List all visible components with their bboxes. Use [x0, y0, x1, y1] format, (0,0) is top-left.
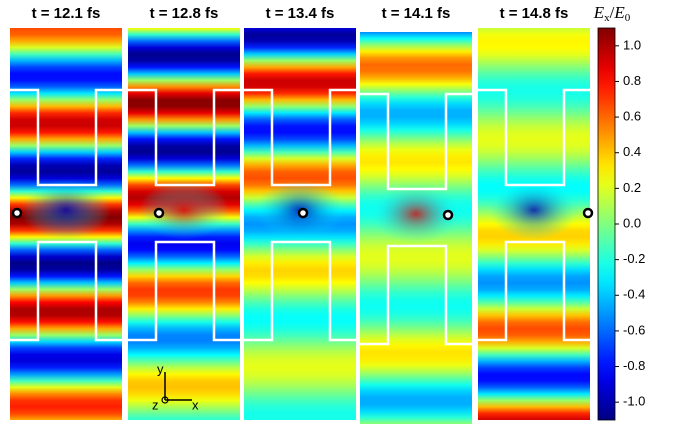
structure-outline: [10, 88, 122, 342]
axes-icon-origin: [161, 396, 169, 404]
label-symbol2: E: [613, 3, 625, 22]
structure-outline: [244, 88, 356, 342]
colorbar-tick-label: -0.8: [623, 358, 645, 373]
panel-title: t = 12.8 fs: [150, 5, 219, 22]
structure-outline: [128, 88, 240, 342]
axes-icon: [164, 372, 192, 401]
colorbar: [597, 27, 616, 421]
colorbar-tick-label: 1.0: [623, 37, 641, 52]
colorbar-tick-label: -0.2: [623, 251, 645, 266]
panel-title: t = 12.1 fs: [32, 5, 101, 22]
colorbar-label: Ex/E0: [593, 3, 631, 24]
probe-point: [297, 207, 309, 219]
field-blob: [139, 180, 229, 240]
axis-label-x: x: [192, 397, 199, 412]
colorbar-tick-label: -0.4: [623, 287, 645, 302]
label-symbol: E: [593, 3, 605, 22]
field-blob: [489, 180, 579, 240]
label-slash: /: [610, 3, 615, 22]
axis-label-z: z: [152, 397, 159, 412]
panels: [10, 28, 594, 424]
colorbar-tick-label: 0.8: [623, 73, 641, 88]
colorbar-tick-label: 0.6: [623, 109, 641, 124]
colorbar-tick-label: -0.6: [623, 322, 645, 337]
colorbar-tick-label: 0.2: [623, 180, 641, 195]
probe-point: [442, 209, 454, 221]
colorbar-tick-label: -1.0: [623, 394, 645, 409]
structure-outline: [478, 88, 590, 342]
probe-point: [153, 207, 165, 219]
colorbar-tick-label: 0.0: [623, 215, 641, 230]
panel-title: t = 13.4 fs: [266, 5, 335, 22]
probe-point: [582, 207, 594, 219]
panel-title: t = 14.1 fs: [382, 5, 451, 22]
probe-point: [11, 207, 23, 219]
colorbar-tick-label: 0.4: [623, 144, 641, 159]
field-blob: [371, 184, 461, 244]
axis-label-y: y: [157, 361, 164, 376]
structure-outline: [360, 92, 472, 346]
label-sub: x: [604, 12, 610, 24]
field-blob: [21, 180, 111, 240]
panel-title: t = 14.8 fs: [500, 5, 569, 22]
label-sub2: 0: [625, 12, 631, 24]
